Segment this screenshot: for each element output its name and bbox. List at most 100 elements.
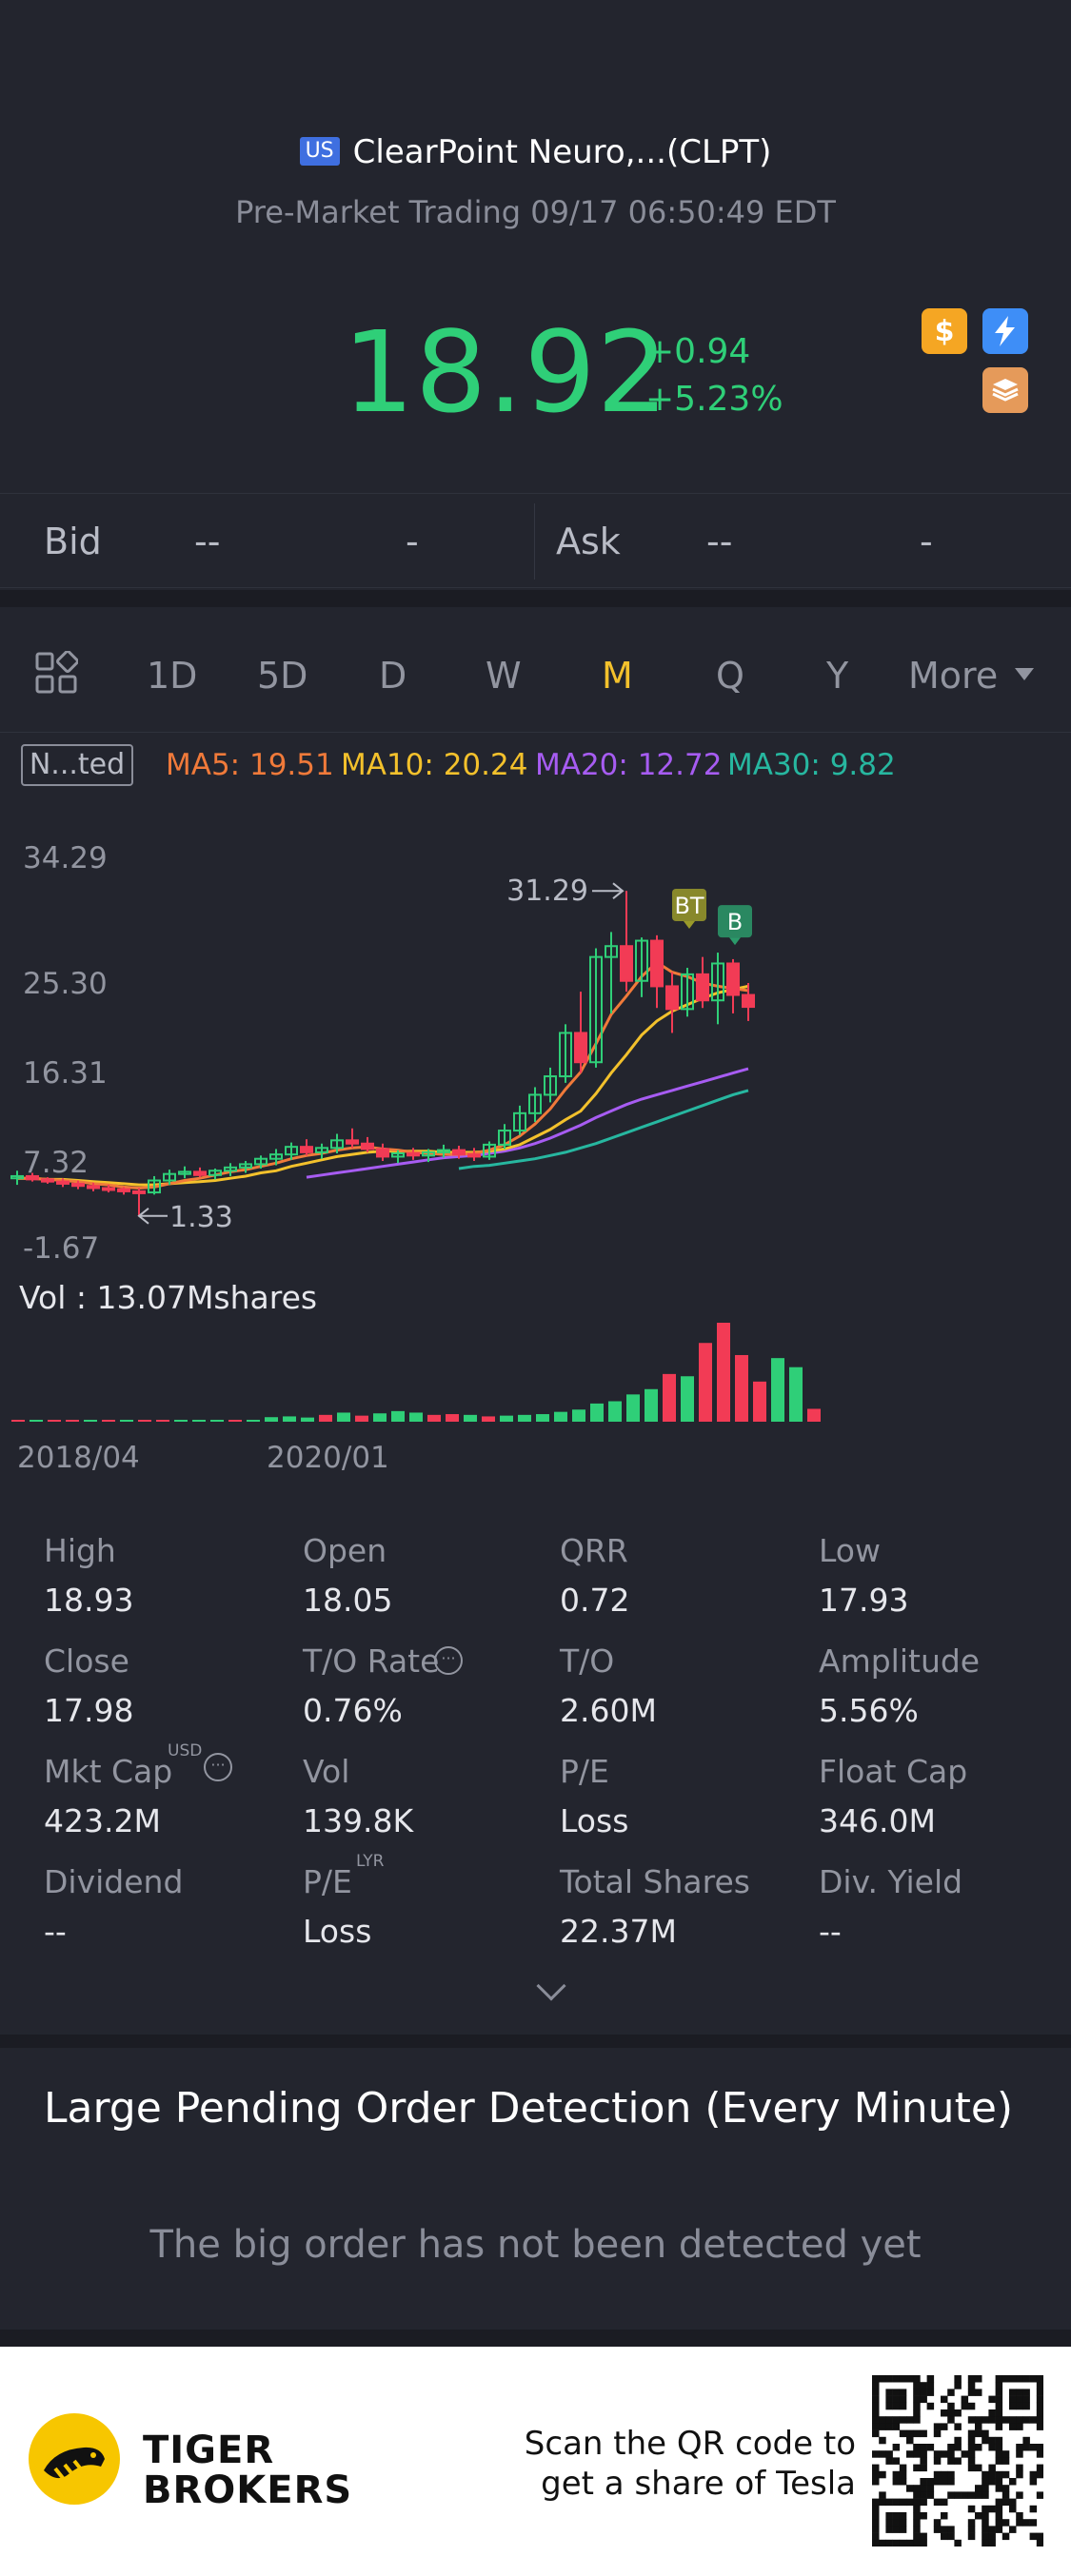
qr-module (872, 2402, 880, 2410)
candle-body (635, 939, 648, 982)
stat-value: 0.72 (560, 1582, 630, 1619)
qr-module (954, 2409, 962, 2417)
ma5-label: MA5: 19.51 (166, 748, 334, 782)
qr-module (872, 2409, 880, 2417)
qr-module (892, 2389, 901, 2396)
qr-module (913, 2402, 921, 2410)
qr-module (1036, 2409, 1043, 2417)
stat-label: Low (819, 1532, 881, 1569)
qr-module (872, 2389, 880, 2396)
info-icon[interactable]: ··· (434, 1646, 463, 1675)
qr-module (906, 2416, 914, 2424)
candle-body (285, 1146, 298, 1156)
qr-module (1009, 2478, 1017, 2486)
qr-module (1016, 2450, 1023, 2458)
qr-module (892, 2395, 901, 2404)
qr-module (1036, 2402, 1043, 2410)
stat-value: Loss (560, 1802, 629, 1839)
brand-name-line1: TIGER (143, 2429, 275, 2472)
qr-module (995, 2416, 1003, 2424)
volume-bar (11, 1420, 25, 1422)
qr-module (872, 2512, 880, 2520)
candle-body (361, 1142, 374, 1150)
qr-module (906, 2436, 914, 2445)
info-icon[interactable]: ··· (204, 1753, 232, 1781)
tab-q[interactable]: Q (716, 655, 744, 697)
qr-module (879, 2375, 886, 2383)
qr-module (967, 2444, 976, 2451)
stat-label: Amplitude (819, 1642, 981, 1680)
lightning-icon[interactable] (982, 308, 1028, 354)
candle-body (422, 1150, 435, 1157)
qr-module (1036, 2491, 1043, 2499)
stack-icon[interactable] (982, 367, 1028, 413)
candle-body (300, 1146, 313, 1153)
qr-module (988, 2444, 996, 2451)
tab-d[interactable]: D (379, 655, 407, 697)
candle-body (269, 1153, 283, 1160)
qr-module (913, 2491, 921, 2499)
stat-value: 17.93 (819, 1582, 909, 1619)
qr-module (885, 2423, 893, 2430)
candle-body (148, 1179, 161, 1194)
tab-more[interactable]: More (908, 655, 1035, 697)
chevron-down-icon[interactable] (536, 1971, 566, 2001)
qr-module (913, 2375, 921, 2383)
tab-5d[interactable]: 5D (257, 655, 308, 697)
min-price-label: 1.33 (169, 1201, 233, 1234)
candle-body (41, 1178, 54, 1183)
candle-body (696, 973, 709, 1002)
qr-module (906, 2498, 914, 2507)
volume-bar (608, 1401, 622, 1422)
qr-module (920, 2429, 927, 2438)
candlestick-chart[interactable]: 31.29 1.33 BT B (0, 837, 1071, 1275)
last-price: 18.92 (343, 306, 669, 438)
qr-module (913, 2389, 921, 2396)
volume-bar (518, 1414, 531, 1422)
qr-module (995, 2382, 1003, 2389)
qr-module (1029, 2444, 1038, 2451)
tab-m[interactable]: M (602, 655, 633, 697)
qr-module (913, 2409, 921, 2417)
qr-module (879, 2539, 886, 2547)
qr-module (872, 2429, 880, 2438)
volume-bar (717, 1323, 730, 1422)
tab-1d[interactable]: 1D (147, 655, 198, 697)
qr-module (1036, 2539, 1043, 2547)
currency-superscript: USD (168, 1741, 203, 1760)
candle-body (711, 962, 724, 1002)
qr-module (975, 2512, 982, 2520)
qr-module (892, 2512, 901, 2520)
qr-module (975, 2485, 982, 2492)
lyr-superscript: LYR (356, 1852, 385, 1871)
grid-layout-icon[interactable] (34, 650, 79, 698)
candle-body (559, 1032, 572, 1078)
qr-module (1016, 2402, 1023, 2410)
qr-module (995, 2444, 1003, 2451)
volume-chart[interactable] (0, 1313, 1071, 1427)
candle-body (102, 1187, 115, 1191)
qr-module (892, 2478, 901, 2486)
stat-label: Div. Yield (819, 1863, 963, 1900)
qr-module (1022, 2389, 1030, 2396)
ask-price: -- (706, 521, 733, 562)
qr-module (947, 2457, 955, 2465)
dollar-icon[interactable]: $ (922, 308, 967, 354)
qr-module (1002, 2457, 1010, 2465)
qr-module (1022, 2444, 1030, 2451)
tab-y[interactable]: Y (826, 655, 849, 697)
volume-bar (355, 1415, 368, 1422)
qr-module (913, 2444, 921, 2451)
qr-module (995, 2526, 1003, 2533)
qr-module (947, 2478, 955, 2486)
qr-module (954, 2375, 962, 2383)
qr-module (892, 2498, 901, 2507)
candle-body (26, 1174, 39, 1181)
qr-module (995, 2505, 1003, 2513)
qr-module (933, 2519, 942, 2527)
qr-module (982, 2526, 989, 2533)
volume-bar (446, 1414, 459, 1422)
indicator-selector[interactable]: N...ted (21, 744, 133, 786)
qr-code-icon[interactable] (872, 2375, 1043, 2547)
tab-w[interactable]: W (486, 655, 522, 697)
